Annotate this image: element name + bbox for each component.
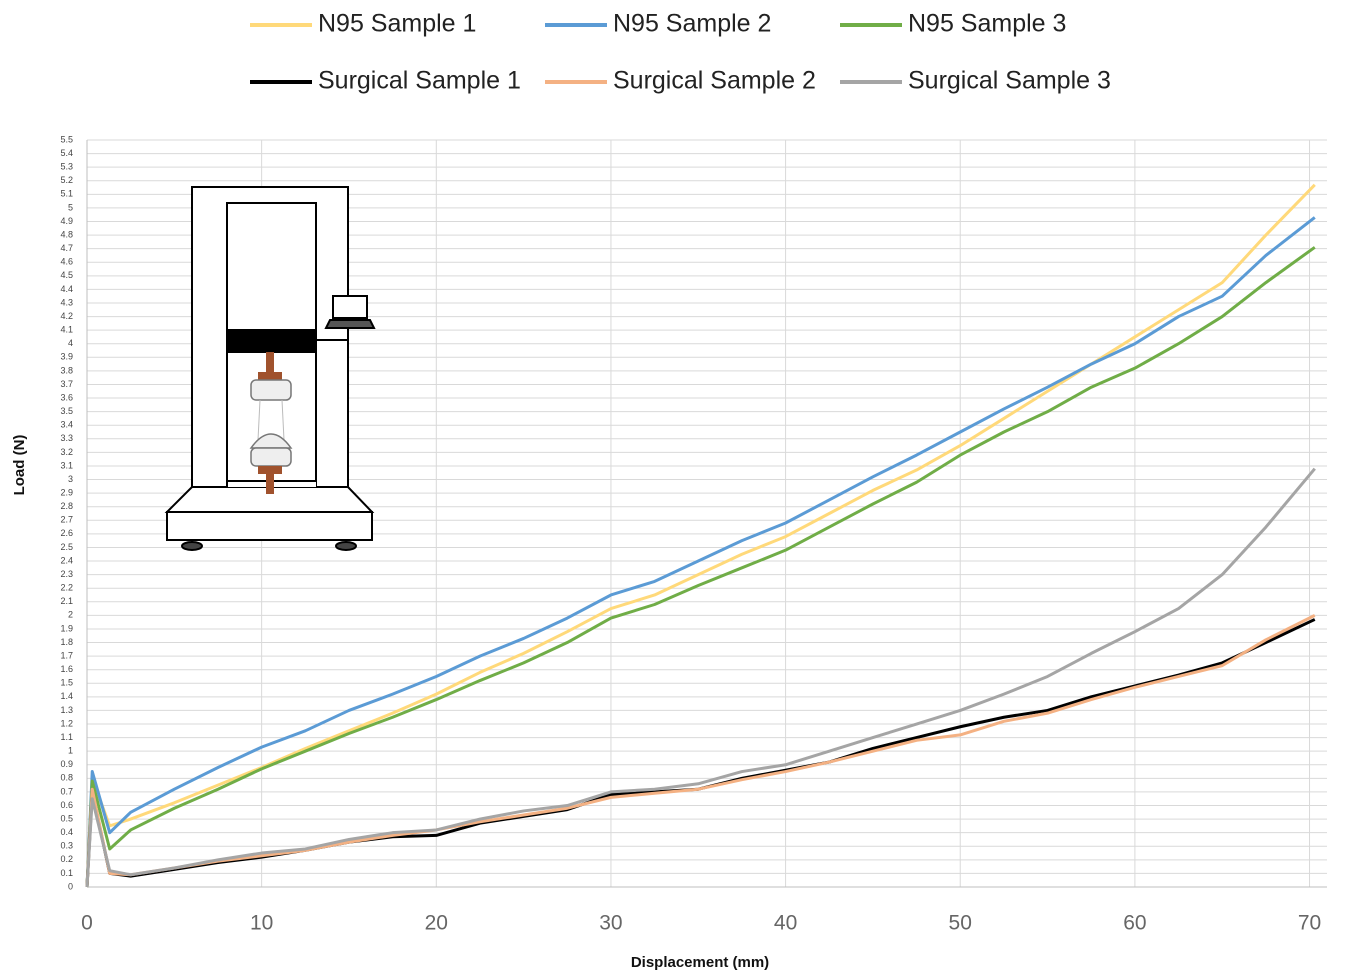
y-tick-label: 2.8 — [60, 501, 73, 511]
y-tick-label: 3.1 — [60, 460, 73, 470]
y-tick-label: 2 — [68, 610, 73, 620]
y-tick-label: 4.1 — [60, 325, 73, 335]
y-tick-label: 5.5 — [60, 134, 73, 144]
y-tick-label: 3.3 — [60, 433, 73, 443]
plot — [85, 183, 1316, 888]
y-tick-label: 1.7 — [60, 650, 73, 660]
y-tick-label: 0.8 — [60, 773, 73, 783]
y-tick-label: 3.7 — [60, 379, 73, 389]
y-tick-label: 3.6 — [60, 392, 73, 402]
legend-label: N95 Sample 1 — [318, 10, 476, 38]
y-tick-label: 3.2 — [60, 447, 73, 457]
legend-label: Surgical Sample 3 — [908, 67, 1111, 95]
y-tick-label: 1 — [68, 746, 73, 756]
x-tick-label: 50 — [949, 912, 972, 935]
series-line — [85, 216, 1316, 888]
y-tick-label: 4.9 — [60, 216, 73, 226]
y-tick-label: 3.9 — [60, 352, 73, 362]
y-tick-label: 0.7 — [60, 786, 73, 796]
series-line — [85, 467, 1316, 888]
x-tick-label: 40 — [774, 912, 797, 935]
x-tick-label: 20 — [425, 912, 448, 935]
y-tick-label: 3.8 — [60, 365, 73, 375]
y-tick-label: 4.8 — [60, 229, 73, 239]
series-line — [85, 246, 1316, 888]
y-tick-label: 0.1 — [60, 868, 73, 878]
legend-label: Surgical Sample 1 — [318, 67, 521, 95]
y-tick-label: 4.7 — [60, 243, 73, 253]
legend-label: N95 Sample 3 — [908, 10, 1066, 38]
y-tick-label: 2.5 — [60, 542, 73, 552]
y-tick-label: 4.6 — [60, 257, 73, 267]
x-tick-label: 10 — [250, 912, 273, 935]
y-tick-label: 0.9 — [60, 759, 73, 769]
y-tick-label: 1.3 — [60, 705, 73, 715]
y-tick-label: 3.5 — [60, 406, 73, 416]
y-tick-label: 2.1 — [60, 596, 73, 606]
y-tick-label: 1.8 — [60, 637, 73, 647]
y-tick-label: 2.3 — [60, 569, 73, 579]
x-tick-label: 30 — [599, 912, 622, 935]
y-tick-label: 0.2 — [60, 854, 73, 864]
y-tick-label: 2.4 — [60, 555, 73, 565]
y-tick-label: 4 — [68, 338, 73, 348]
y-tick-label: 0.4 — [60, 827, 73, 837]
y-tick-label: 5 — [68, 202, 73, 212]
x-axis-label: Displacement (mm) — [631, 954, 769, 971]
y-tick-label: 5.3 — [60, 162, 73, 172]
y-tick-label: 0.3 — [60, 841, 73, 851]
y-tick-label: 0.5 — [60, 813, 73, 823]
y-tick-label: 1.5 — [60, 678, 73, 688]
y-tick-label: 4.5 — [60, 270, 73, 280]
y-tick-label: 2.9 — [60, 488, 73, 498]
y-tick-label: 1.2 — [60, 718, 73, 728]
y-tick-label: 4.4 — [60, 284, 73, 294]
y-tick-label: 2.7 — [60, 515, 73, 525]
y-tick-label: 1.9 — [60, 623, 73, 633]
y-tick-label: 2.2 — [60, 583, 73, 593]
y-tick-label: 3.4 — [60, 420, 73, 430]
y-tick-label: 3 — [68, 474, 73, 484]
y-axis-label: Load (N) — [11, 435, 28, 496]
x-tick-label: 70 — [1298, 912, 1321, 935]
x-tick-label: 60 — [1123, 912, 1146, 935]
y-tick-label: 1.1 — [60, 732, 73, 742]
y-tick-label: 5.1 — [60, 189, 73, 199]
tensile-tester-illustration — [164, 186, 376, 551]
y-tick-label: 0 — [68, 881, 73, 891]
legend-label: Surgical Sample 2 — [613, 67, 816, 95]
y-tick-label: 1.6 — [60, 664, 73, 674]
y-tick-label: 0.6 — [60, 800, 73, 810]
x-tick-label: 0 — [81, 912, 93, 935]
y-tick-label: 5.2 — [60, 175, 73, 185]
y-tick-label: 1.4 — [60, 691, 73, 701]
legend-label: N95 Sample 2 — [613, 10, 771, 38]
y-tick-label: 2.6 — [60, 528, 73, 538]
y-tick-label: 4.2 — [60, 311, 73, 321]
y-tick-label: 4.3 — [60, 297, 73, 307]
series-line — [85, 618, 1316, 888]
y-tick-label: 5.4 — [60, 148, 73, 158]
